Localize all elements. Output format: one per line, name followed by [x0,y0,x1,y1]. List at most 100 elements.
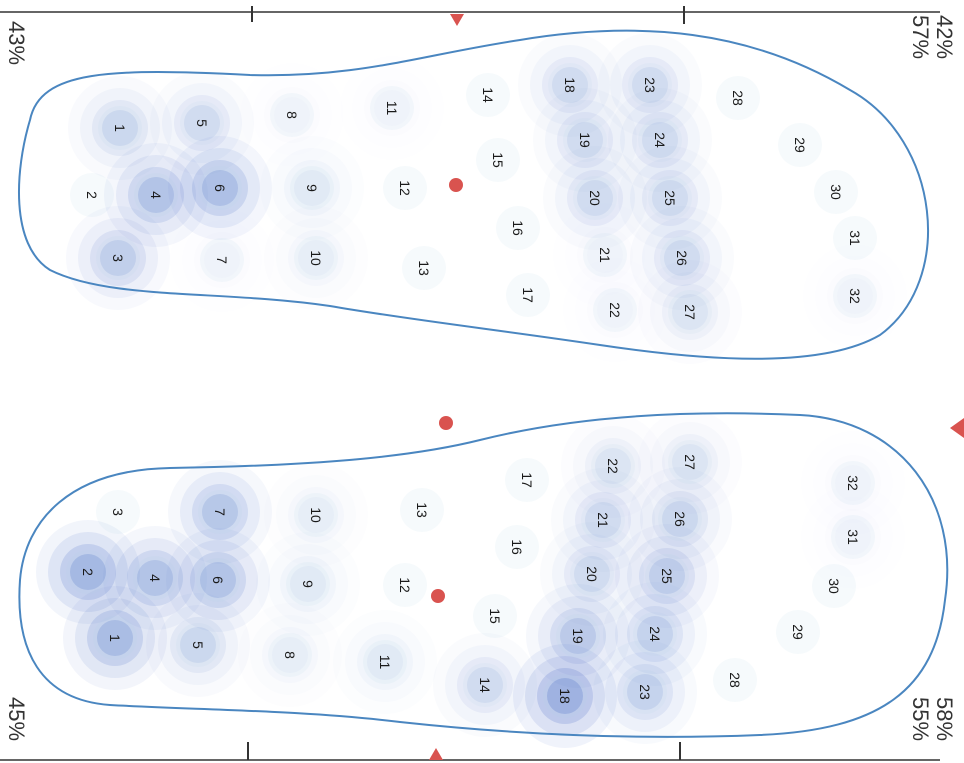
sensor-label: 5 [190,641,206,649]
sensor-label: 2 [84,191,100,199]
pressure-ring [615,594,695,674]
pressure-ring [48,532,128,612]
lower-foot-pressure [36,434,875,748]
sensor-halo [633,612,677,656]
pressure-ring [128,167,184,223]
sensor-halo [831,515,875,559]
sensor-halo [290,166,334,210]
sensor-halo [543,674,587,718]
pressure-ring [555,158,635,238]
pressure-ring [642,170,698,226]
pressure-ring [664,240,700,276]
sensor-halo [645,554,689,598]
sensor-label: 22 [607,302,623,318]
pressure-ring [192,160,248,216]
pressure-ring [642,218,722,298]
sensor-label: 1 [112,124,128,132]
sensor-halo [505,458,549,502]
pressure-ring [190,552,246,608]
sensor-label: 22 [605,458,621,474]
sensor-label: 28 [727,672,743,688]
upper-foot-sensors: 1234567891011121314151617181920212223242… [84,77,863,320]
upper-reference-dot [449,178,463,192]
pressure-ring [530,45,610,125]
right-center-marker [950,418,964,438]
pressure-ring [672,294,708,330]
pressure-ring [649,558,685,594]
sensor-halo [548,63,592,107]
pressure-ring [567,122,603,158]
percent-top-right-upper: 42% [932,14,958,60]
pressure-ring [200,562,236,598]
sensor-label: 12 [397,577,413,593]
sensor-halo [383,166,427,210]
sensor-label: 17 [519,472,535,488]
sensor-label: 10 [308,250,324,266]
sensor-halo [556,614,600,658]
pressure-ring [60,544,116,600]
sensor-label: 6 [212,184,228,192]
sensor-label: 15 [487,608,503,624]
percent-bottom-right-lower: 55% [908,696,934,742]
lower-foot-outline [18,412,949,738]
pressure-ring [630,158,710,238]
pressure-ring [605,652,685,732]
sensor-label: 21 [595,512,611,528]
pressure-ring [97,620,133,656]
sensor-halo [831,461,875,505]
pressure-ring [662,434,718,490]
pressure-ring [637,616,673,652]
sensor-halo [134,173,178,217]
sensor-label: 32 [847,288,863,304]
pressure-ring [202,170,238,206]
sensor-halo [812,564,856,608]
pressure-ring [137,560,173,596]
sensor-label: 25 [662,190,678,206]
sensor-label: 13 [414,502,430,518]
pressure-ring [652,491,708,547]
sensor-halo [198,166,242,210]
sensor-label: 28 [730,90,746,106]
sensor-halo [286,562,330,606]
pressure-ring [63,586,167,690]
sensor-halo [370,86,414,130]
sensor-label: 2 [80,568,96,576]
sensor-label: 30 [828,184,844,200]
sensor-label: 6 [210,576,226,584]
sensor-halo [506,273,550,317]
sensor-label: 31 [845,529,861,545]
pressure-ring [567,170,623,226]
sensor-label: 5 [194,119,210,127]
sensor-label: 23 [642,77,658,93]
sensor-label: 16 [509,539,525,555]
top-center-marker [450,14,464,26]
pressure-ring [622,57,678,113]
pressure-ring [170,617,226,673]
pressure-ring [445,645,525,725]
sensor-label: 1 [107,634,123,642]
pressure-ring [560,618,596,654]
pressure-ring [192,484,248,540]
sensor-halo [570,552,614,596]
sensor-halo [270,93,314,137]
sensor-label: 24 [647,626,663,642]
upper-foot-pressure [66,45,877,340]
sensor-halo [363,640,407,684]
pressure-ring [70,554,106,590]
sensor-label: 17 [520,287,536,303]
pressure-ring [627,606,683,662]
pressure-ring [513,644,617,748]
sensor-label: 7 [214,256,230,264]
pressure-ring [545,100,625,180]
sensor-halo [133,556,177,600]
pressure-ring [615,524,719,628]
pressure-ring [184,105,220,141]
sensor-halo [648,176,692,220]
sensor-halo [716,76,760,120]
lower-foot-sensors: 1234567891011121314151617181920212223242… [80,454,861,704]
pressure-ring [593,640,697,744]
sensor-label: 30 [826,578,842,594]
sensor-halo [778,123,822,167]
pressure-ring [662,501,698,537]
